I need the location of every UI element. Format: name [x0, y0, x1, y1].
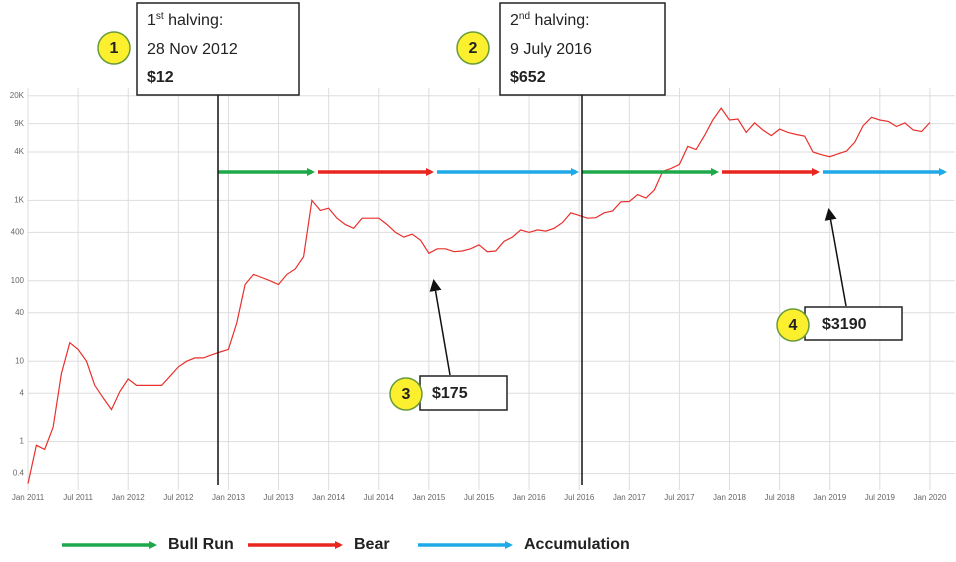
- x-tick-label: Jul 2014: [364, 493, 395, 502]
- legend-label: Bull Run: [168, 536, 234, 553]
- legend: Bull Run Bear Accumulation: [62, 536, 630, 553]
- x-tick-label: Jul 2019: [865, 493, 896, 502]
- y-tick-label: 100: [11, 276, 25, 285]
- plot: [27, 107, 931, 484]
- annotation-price: $175: [432, 385, 468, 402]
- y-tick-label: 9K: [14, 119, 24, 128]
- legend-label: Accumulation: [524, 536, 630, 553]
- number-badge: [97, 31, 131, 65]
- price-line: [27, 107, 931, 484]
- x-tick-label: Jan 2013: [212, 493, 245, 502]
- y-tick-label: 0.4: [13, 469, 25, 478]
- annotation-box: [804, 306, 903, 341]
- annotation-price: $652: [510, 69, 546, 86]
- x-tick-label: Jul 2015: [464, 493, 495, 502]
- pointer-arrow: [824, 208, 847, 307]
- number-badge: [776, 308, 810, 342]
- annotation-title: 2nd halving:: [510, 11, 590, 30]
- x-tick-label: Jul 2013: [263, 493, 294, 502]
- pointer-arrow: [429, 279, 451, 376]
- annotation-price: $12: [147, 69, 174, 86]
- x-tick-label: Jan 2019: [813, 493, 846, 502]
- number-badge: [456, 31, 490, 65]
- x-tick-label: Jan 2017: [613, 493, 646, 502]
- y-tick-label: 40: [15, 308, 24, 317]
- x-tick-label: Jan 2011: [12, 493, 45, 502]
- number-label: 4: [789, 317, 798, 334]
- y-tick-label: 400: [11, 227, 25, 236]
- annotation-box: [136, 2, 300, 96]
- x-tick-label: Jan 2020: [913, 493, 946, 502]
- legend-label: Bear: [354, 536, 390, 553]
- annotation-price: $3190: [822, 316, 867, 333]
- annotation-date: 28 Nov 2012: [147, 41, 238, 58]
- number-label: 3: [402, 386, 411, 403]
- x-tick-label: Jan 2012: [112, 493, 145, 502]
- y-tick-label: 1K: [14, 196, 24, 205]
- annotation-date: 9 July 2016: [510, 41, 592, 58]
- y-tick-label: 1: [20, 437, 25, 446]
- grid: 0.4 1 4 10 40 100 400 1K 4K 9K 20K Jan 2011 Jul 2011…: [10, 88, 955, 502]
- x-tick-label: Jul 2011: [63, 493, 93, 502]
- x-tick-label: Jan 2018: [713, 493, 746, 502]
- x-tick-label: Jan 2016: [513, 493, 546, 502]
- x-tick-label: Jul 2017: [664, 493, 695, 502]
- y-tick-label: 10: [15, 356, 24, 365]
- x-tick-label: Jul 2012: [163, 493, 194, 502]
- number-label: 2: [469, 40, 478, 57]
- x-tick-label: Jan 2014: [312, 493, 345, 502]
- y-tick-label: 4K: [14, 147, 24, 156]
- x-tick-label: Jul 2018: [764, 493, 795, 502]
- annotation-title: 1st halving:: [147, 11, 223, 30]
- x-tick-label: Jul 2016: [564, 493, 595, 502]
- annotation-box: [499, 2, 666, 96]
- y-tick-label: 4: [20, 388, 25, 397]
- y-tick-label: 20K: [10, 91, 25, 100]
- number-badge: [389, 377, 423, 411]
- annotation-box: [419, 375, 508, 411]
- x-tick-label: Jan 2015: [412, 493, 445, 502]
- number-label: 1: [110, 40, 119, 57]
